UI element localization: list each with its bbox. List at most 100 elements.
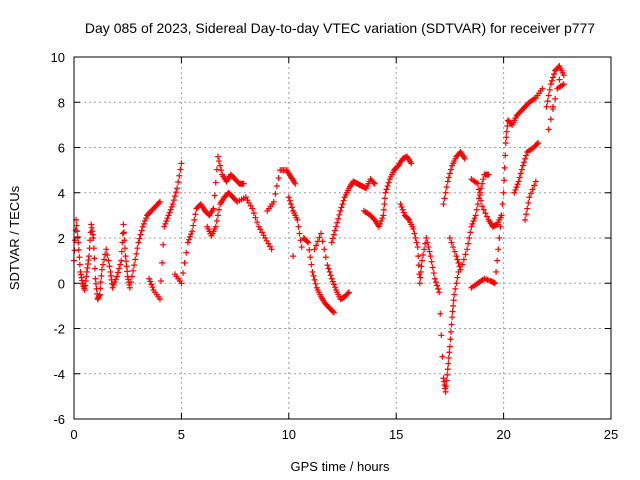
data-point [414,244,421,251]
data-point [178,160,185,167]
data-point [518,166,525,173]
data-point [105,257,112,264]
data-point [424,239,431,246]
data-point [480,176,487,183]
data-point [338,204,345,211]
data-point [146,275,153,282]
data-point [316,234,323,241]
data-point [304,238,311,245]
x-tick-label: 5 [178,427,185,442]
data-point [512,186,519,193]
data-point [168,203,175,210]
data-point [272,190,279,197]
data-point [443,184,450,191]
data-point [161,223,168,230]
data-point [331,284,338,291]
data-point [444,178,451,185]
data-point [97,279,104,286]
data-point [441,195,448,202]
data-point [126,284,133,291]
data-point [240,180,247,187]
data-point [493,268,500,275]
data-point [438,332,445,339]
data-point [405,215,412,222]
data-point [141,218,148,225]
y-tick-label: -4 [53,367,65,382]
data-point [446,235,453,241]
data-point [313,242,320,249]
data-point [110,281,117,288]
data-point [127,279,134,286]
data-point [312,280,319,287]
data-point [417,268,424,275]
data-point [109,284,116,291]
data-point [450,302,457,309]
data-point [178,280,185,287]
data-point [479,203,486,210]
data-point [447,328,454,335]
data-point [307,254,314,261]
data-point [270,198,277,205]
data-point [268,246,275,253]
data-point [340,197,347,204]
y-tick-label: 2 [58,231,65,246]
data-point [379,215,386,222]
x-axis-label: GPS time / hours [291,459,390,474]
data-point [324,262,331,269]
data-point [503,128,510,135]
data-point [474,180,481,187]
y-tick-label: 8 [58,95,65,110]
data-point [173,189,180,196]
data-point [252,214,259,221]
data-point [410,225,417,232]
data-point [478,197,485,204]
data-point [474,201,481,208]
data-point [444,366,451,373]
data-point [111,279,118,286]
data-point [123,263,130,270]
data-point [330,281,337,288]
data-point [217,162,224,169]
data-point [132,256,139,263]
data-point [289,204,296,211]
data-point [92,275,99,282]
data-point [499,201,506,208]
data-point [298,244,305,251]
data-point [547,81,554,88]
data-point [466,235,473,241]
data-point [214,212,221,219]
data-point [446,170,453,177]
data-point [471,215,478,222]
data-point [383,186,390,193]
data-point [213,218,220,225]
data-point [186,233,193,240]
data-point [411,230,418,237]
data-point [385,179,392,186]
data-point [534,139,541,146]
data-point [190,222,197,229]
data-point [502,152,509,159]
data-point [285,194,292,201]
data-point [319,238,326,245]
data-point [439,353,446,360]
data-point [448,239,455,246]
data-point [165,212,172,219]
data-point [214,153,221,160]
data-point [318,230,325,237]
data-point [472,212,479,219]
data-point [175,179,182,186]
data-point [119,230,126,237]
data-point [157,277,164,284]
data-point [156,296,163,303]
data-point [437,310,444,317]
data-point [413,239,420,246]
data-point [159,259,166,266]
data-point [440,201,447,208]
data-point [135,239,142,246]
data-point [103,246,110,253]
y-tick-label: 10 [51,50,65,65]
data-point [115,269,122,276]
data-point [449,314,456,321]
data-point [400,209,407,216]
data-point [415,253,422,260]
